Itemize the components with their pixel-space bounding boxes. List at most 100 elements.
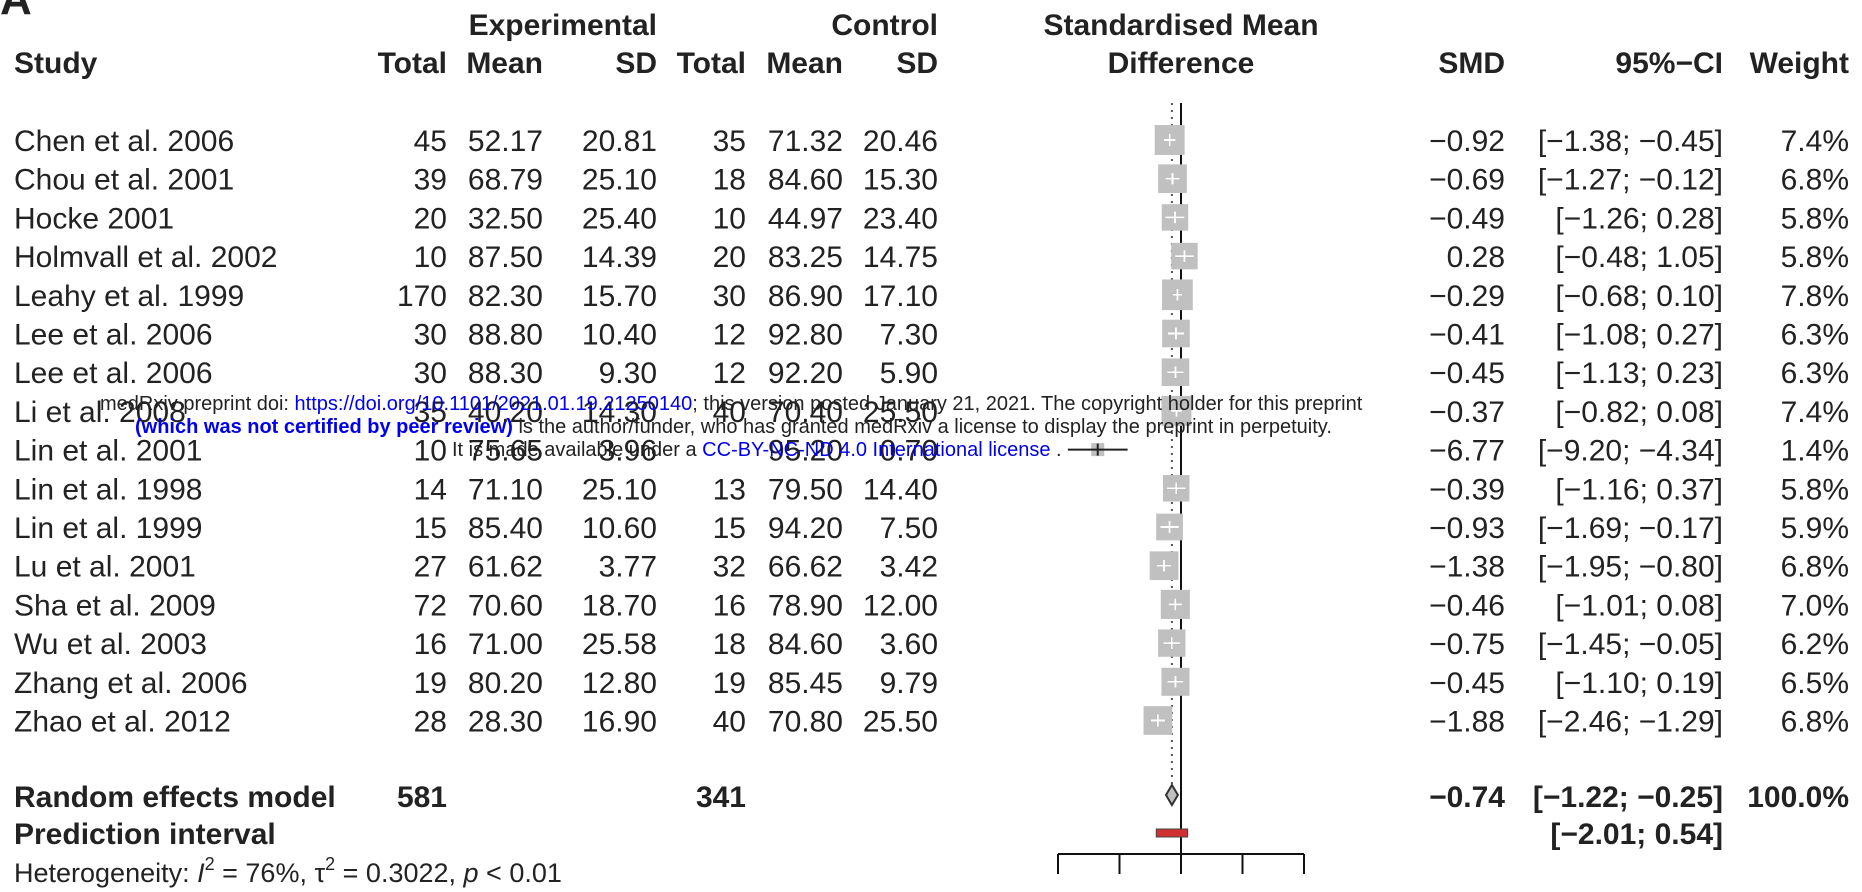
- exp-mean: 88.80: [468, 319, 543, 352]
- exp-total: 10: [414, 435, 447, 468]
- exp-mean: 85.40: [468, 512, 543, 545]
- exp-total: 10: [414, 241, 447, 274]
- weight-value: 1.4%: [1781, 435, 1849, 468]
- ctl-mean: 70.40: [768, 396, 843, 429]
- i2-value: = 76%,: [215, 858, 315, 888]
- weight-value: 7.4%: [1781, 125, 1849, 158]
- study-name: Li et al. 2008: [14, 396, 186, 429]
- ctl-sd: 15.30: [863, 164, 938, 197]
- table-row: Lee et al. 2006 30 88.30 9.30 12 92.20 5.90 −0.…: [14, 357, 1849, 390]
- weight-value: 6.5%: [1781, 667, 1849, 700]
- ctl-mean: 83.25: [768, 241, 843, 274]
- weight-value: 5.9%: [1781, 512, 1849, 545]
- weight-value: 6.8%: [1781, 551, 1849, 584]
- study-name: Chen et al. 2006: [14, 125, 234, 158]
- ci-value: [−1.69; −0.17]: [1538, 512, 1723, 545]
- ci-value: [−2.46; −1.29]: [1538, 706, 1723, 739]
- smd-value: −6.77: [1429, 435, 1505, 468]
- ctl-mean: 71.32: [768, 125, 843, 158]
- watermark-line1: medRxiv preprint doi: https://doi.org/10…: [100, 393, 1363, 415]
- ctl-total: 12: [713, 319, 746, 352]
- ctl-total: 32: [713, 551, 746, 584]
- study-name: Lee et al. 2006: [14, 319, 213, 352]
- smd-value: −0.49: [1429, 202, 1505, 235]
- pooled-exp-total: 581: [397, 781, 447, 814]
- ctl-sd: 7.30: [880, 319, 938, 352]
- ci-value: [−1.27; −0.12]: [1538, 164, 1723, 197]
- exp-sd: 16.90: [582, 706, 657, 739]
- exp-total: 30: [414, 357, 447, 390]
- smd-value: 0.28: [1447, 241, 1505, 274]
- study-name: Sha et al. 2009: [14, 589, 216, 622]
- exp-sd: 25.10: [582, 164, 657, 197]
- exp-sd: 3.96: [599, 435, 657, 468]
- exp-mean: 71.10: [468, 473, 543, 506]
- weight-value: 6.8%: [1781, 164, 1849, 197]
- exp-total: 16: [414, 628, 447, 661]
- study-rows-group: Chen et al. 2006 45 52.17 20.81 35 71.32 20.46…: [14, 125, 1849, 739]
- ctl-mean: 86.90: [768, 280, 843, 313]
- ctl-sd: 7.50: [880, 512, 938, 545]
- exp-mean: 32.50: [468, 202, 543, 235]
- exp-sd: 18.70: [582, 589, 657, 622]
- pooled-weight: 100.0%: [1747, 781, 1849, 814]
- study-name: Wu et al. 2003: [14, 628, 207, 661]
- ci-value: [−9.20; −4.34]: [1538, 435, 1723, 468]
- table-row: Hocke 2001 20 32.50 25.40 10 44.97 23.40 −0.49 […: [14, 202, 1849, 235]
- i2-superscript: 2: [205, 854, 215, 874]
- plot-marks-group: [1067, 125, 1198, 838]
- table-row: Lin et al. 1998 14 71.10 25.10 13 79.50 14.40 −…: [14, 473, 1849, 506]
- ctl-sd: 5.90: [880, 357, 938, 390]
- table-row: Zhao et al. 2012 28 28.30 16.90 40 70.80 25.50…: [14, 706, 1849, 739]
- ci-value: [−1.45; −0.05]: [1538, 628, 1723, 661]
- exp-mean: 52.17: [468, 125, 543, 158]
- exp-total: 27: [414, 551, 447, 584]
- header-study: Study: [14, 47, 98, 80]
- ctl-sd: 12.00: [863, 589, 938, 622]
- exp-total: 35: [414, 396, 447, 429]
- ctl-sd: 3.60: [880, 628, 938, 661]
- exp-mean: 61.62: [468, 551, 543, 584]
- watermark-doi-link[interactable]: https://doi.org/10.1101/2021.01.19.21250…: [295, 393, 693, 415]
- watermark-line1-suffix: ; this version posted January 21, 2021. …: [692, 393, 1362, 415]
- exp-total: 15: [414, 512, 447, 545]
- exp-total: 20: [414, 202, 447, 235]
- study-name: Leahy et al. 1999: [14, 280, 244, 313]
- exp-total: 30: [414, 319, 447, 352]
- watermark-peer-review-note: (which was not certified by peer review): [135, 416, 513, 438]
- heterogeneity-prefix: Heterogeneity:: [14, 858, 197, 888]
- watermark-license-link[interactable]: CC-BY-NC-ND 4.0 International license: [702, 439, 1050, 461]
- ctl-mean: 70.80: [768, 706, 843, 739]
- watermark-line3: It is made available under a CC-BY-NC-ND…: [452, 439, 1062, 461]
- study-name: Holmvall et al. 2002: [14, 241, 277, 274]
- table-row: Leahy et al. 1999 170 82.30 15.70 30 86.90 17.…: [14, 280, 1849, 313]
- exp-mean: 75.65: [468, 435, 543, 468]
- weight-value: 5.8%: [1781, 241, 1849, 274]
- exp-total: 72: [414, 589, 447, 622]
- ctl-total: 30: [713, 280, 746, 313]
- exp-sd: 12.80: [582, 667, 657, 700]
- pooled-ctl-total: 341: [696, 781, 746, 814]
- exp-mean: 40.20: [468, 396, 543, 429]
- weight-value: 5.8%: [1781, 202, 1849, 235]
- ctl-mean: 95.20: [768, 435, 843, 468]
- ctl-total: 20: [713, 241, 746, 274]
- exp-total: 28: [414, 706, 447, 739]
- ctl-mean: 92.80: [768, 319, 843, 352]
- ctl-mean: 44.97: [768, 202, 843, 235]
- ctl-mean: 85.45: [768, 667, 843, 700]
- exp-sd: 25.10: [582, 473, 657, 506]
- table-row: Zhang et al. 2006 19 80.20 12.80 19 85.45 9.79…: [14, 667, 1849, 700]
- exp-mean: 70.60: [468, 589, 543, 622]
- ctl-mean: 84.60: [768, 628, 843, 661]
- header-plot-title-line2: Difference: [1108, 47, 1255, 80]
- pooled-ci: [−1.22; −0.25]: [1533, 781, 1723, 814]
- ci-value: [−1.08; 0.27]: [1555, 319, 1723, 352]
- ctl-mean: 94.20: [768, 512, 843, 545]
- table-row: Chou et al. 2001 39 68.79 25.10 18 84.60 15.30…: [14, 164, 1849, 197]
- ctl-sd: 9.79: [880, 667, 938, 700]
- ci-value: [−1.95; −0.80]: [1538, 551, 1723, 584]
- study-name: Lu et al. 2001: [14, 551, 196, 584]
- study-name: Lin et al. 1998: [14, 473, 202, 506]
